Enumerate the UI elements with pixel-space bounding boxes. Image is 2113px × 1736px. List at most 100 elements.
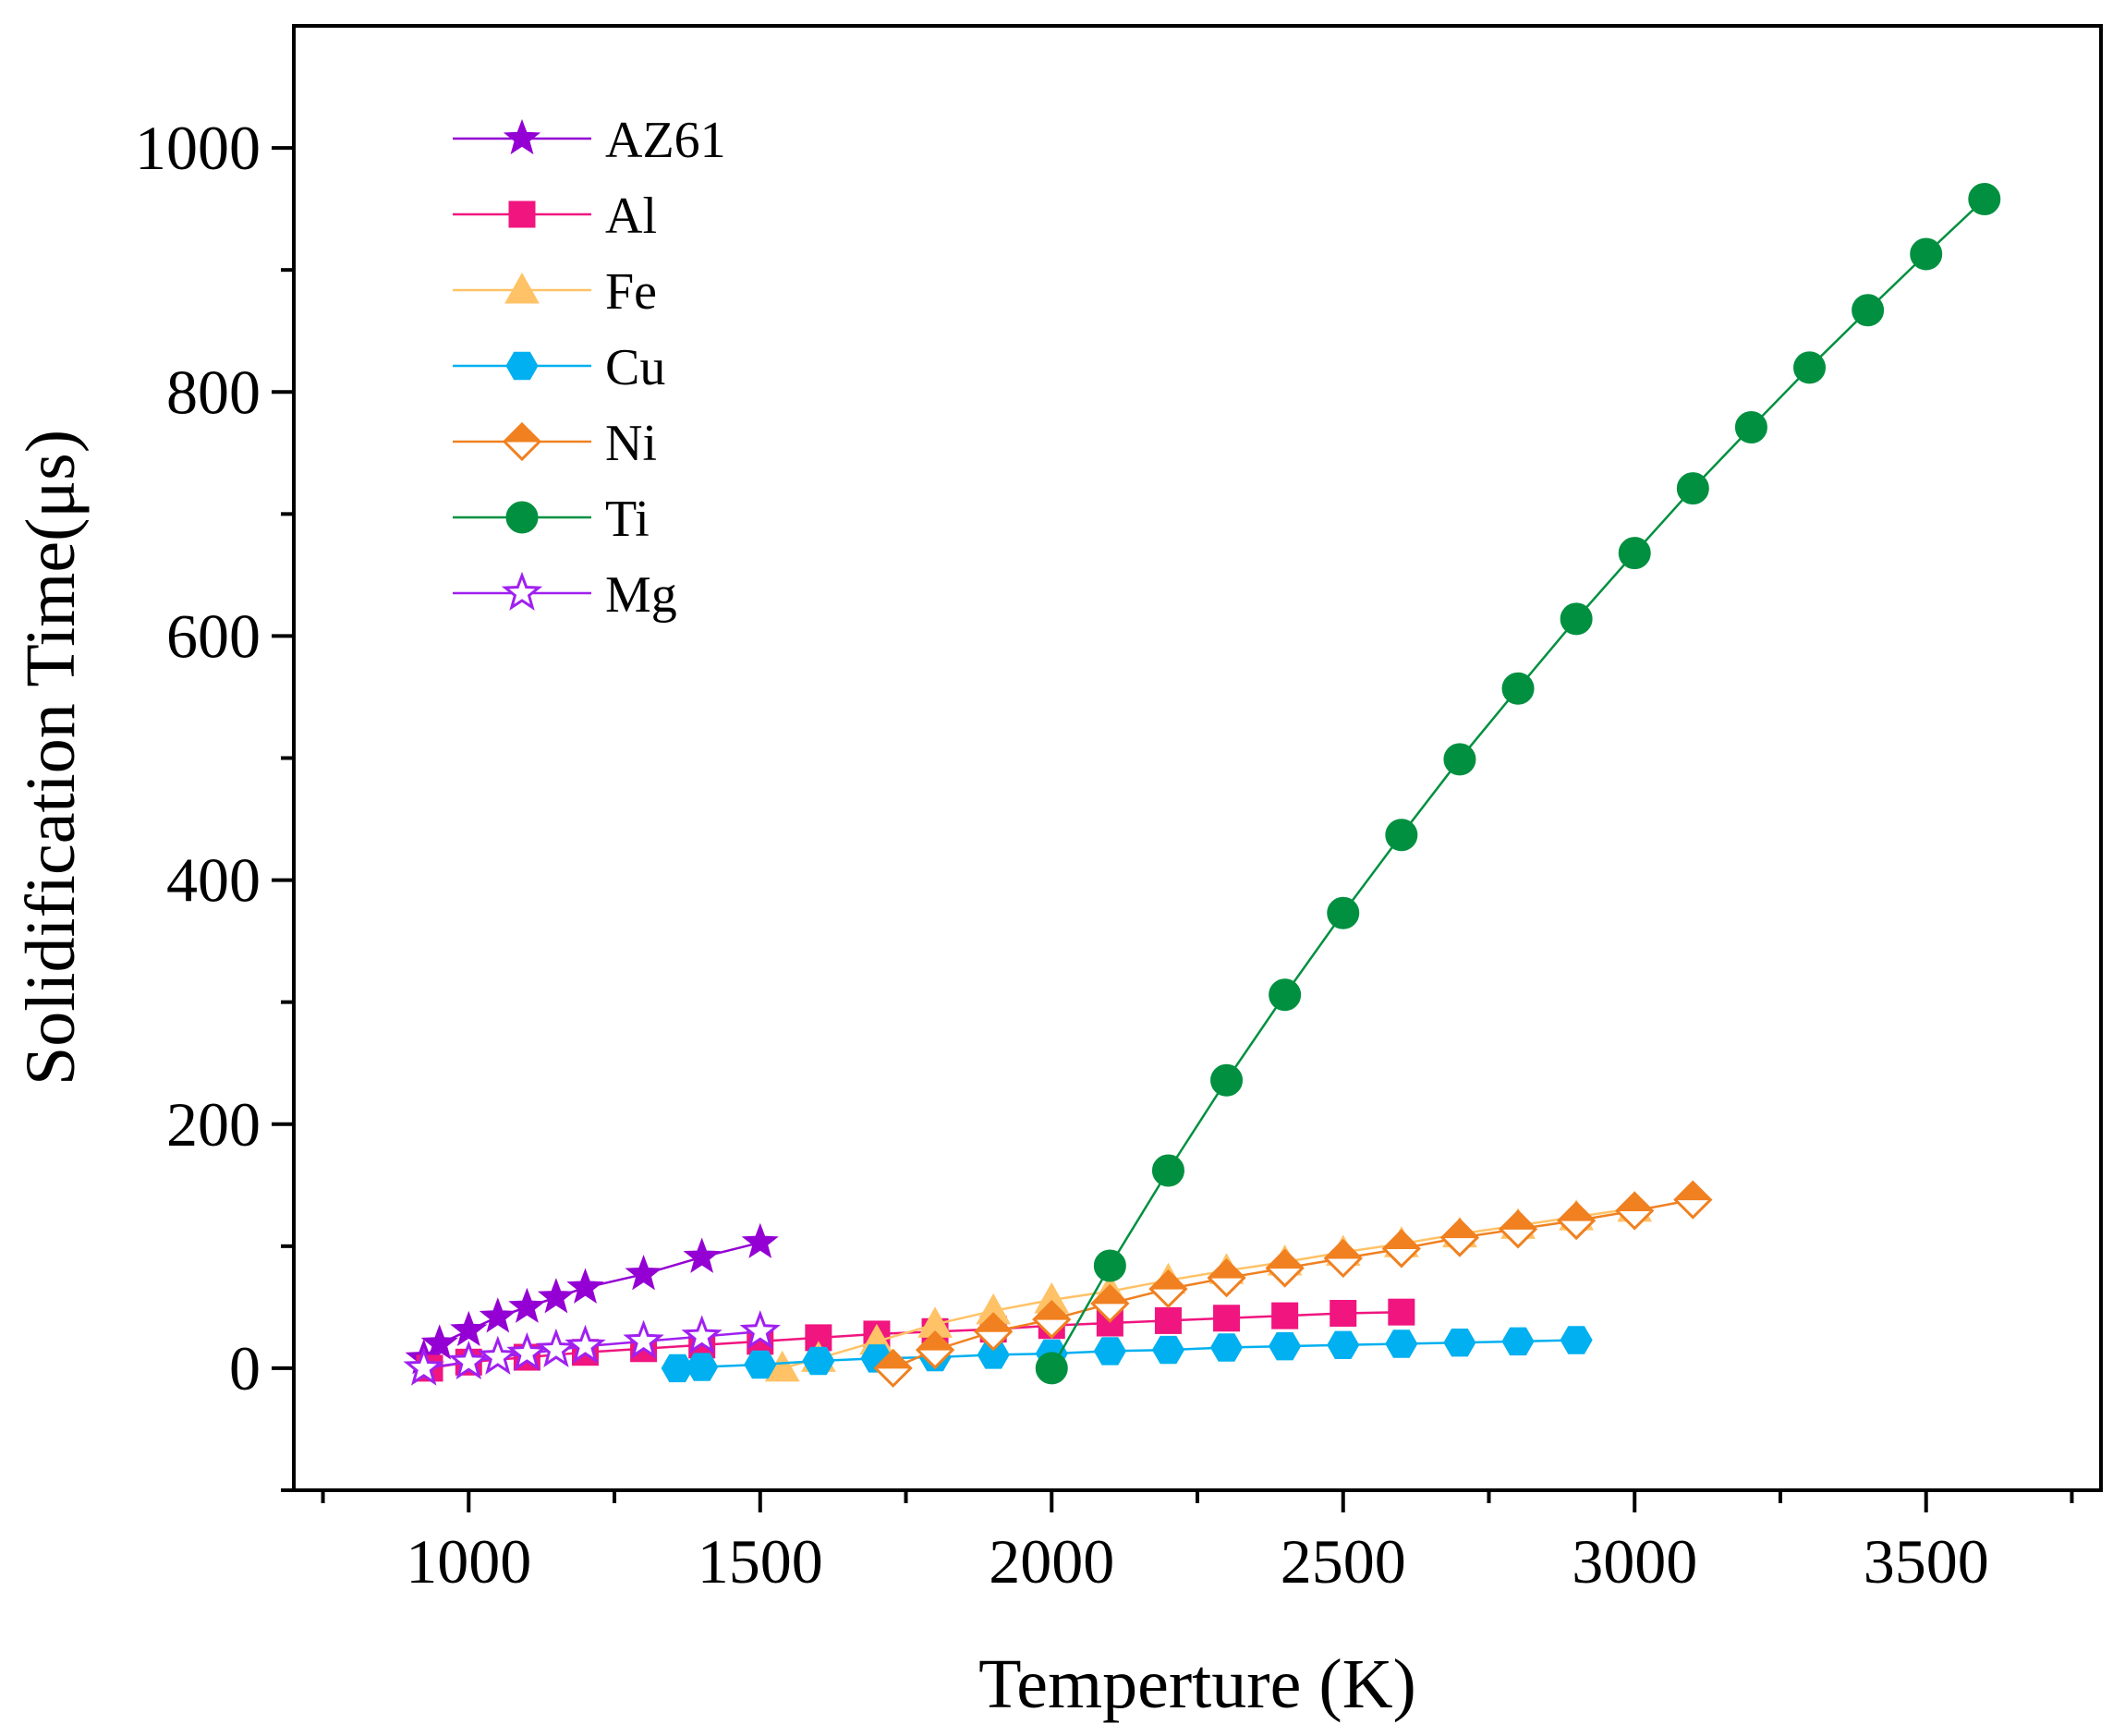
data-point-ti bbox=[1852, 294, 1885, 327]
data-point-cu bbox=[1151, 1335, 1185, 1365]
legend-marker-fe bbox=[504, 272, 540, 304]
legend-item-ni: Ni bbox=[453, 415, 657, 472]
data-point-ti bbox=[1327, 896, 1360, 929]
data-point-ti bbox=[1734, 411, 1767, 444]
series-cu bbox=[661, 1326, 1593, 1383]
x-tick-label: 3500 bbox=[1864, 1526, 1989, 1596]
marker-fill bbox=[1208, 1259, 1245, 1279]
y-tick-label: 600 bbox=[166, 601, 261, 671]
data-point-ti bbox=[1093, 1249, 1126, 1282]
data-point-al bbox=[1388, 1298, 1415, 1326]
data-point-cu bbox=[661, 1354, 694, 1383]
data-point-ti bbox=[1910, 237, 1943, 271]
data-point-az61 bbox=[450, 1310, 488, 1347]
data-point-az61 bbox=[566, 1268, 604, 1304]
data-point-mg bbox=[506, 1331, 548, 1371]
series-line-fe bbox=[782, 1207, 1635, 1370]
legend-label: Al bbox=[605, 188, 657, 245]
data-point-cu bbox=[1327, 1330, 1360, 1359]
series-ti bbox=[1035, 183, 2001, 1385]
data-point-ni bbox=[1557, 1200, 1597, 1241]
data-point-al bbox=[1213, 1305, 1241, 1332]
data-point-ti bbox=[1151, 1154, 1184, 1187]
plot-frame bbox=[292, 24, 2103, 1492]
data-point-mg bbox=[448, 1341, 490, 1380]
data-point-cu bbox=[1093, 1337, 1126, 1366]
data-point-al bbox=[1330, 1299, 1357, 1327]
y-axis-label: Solidification Time(μs) bbox=[12, 430, 90, 1086]
data-point-ti bbox=[1676, 472, 1709, 505]
data-point-mg bbox=[477, 1335, 518, 1375]
data-point-mg bbox=[535, 1328, 577, 1367]
x-tick-label: 2000 bbox=[989, 1526, 1114, 1596]
data-point-cu bbox=[802, 1346, 835, 1376]
data-point-mg bbox=[623, 1319, 664, 1359]
data-point-ni bbox=[1498, 1209, 1538, 1249]
data-point-az61 bbox=[508, 1287, 546, 1323]
series-layer bbox=[403, 183, 2001, 1389]
data-point-ni bbox=[915, 1329, 955, 1370]
legend-item-az61: AZ61 bbox=[453, 112, 726, 169]
legend-label: Fe bbox=[605, 263, 657, 321]
legend-marker-mg bbox=[501, 571, 543, 611]
data-point-mg bbox=[739, 1310, 781, 1350]
marker-fill bbox=[1557, 1202, 1596, 1221]
data-point-ti bbox=[1968, 183, 2001, 216]
data-point-az61 bbox=[741, 1222, 779, 1258]
data-point-ni bbox=[1090, 1283, 1130, 1324]
y-tick-label: 0 bbox=[229, 1333, 261, 1403]
marker-fill bbox=[1616, 1192, 1654, 1212]
data-point-cu bbox=[686, 1353, 719, 1381]
legend-item-cu: Cu bbox=[453, 339, 665, 396]
data-point-ni bbox=[1439, 1218, 1480, 1257]
data-point-al bbox=[1271, 1302, 1299, 1329]
marker-fill bbox=[1382, 1230, 1421, 1249]
series-mg bbox=[403, 1310, 781, 1386]
axes-layer: 1000 1500 2000 2500 3000 3500 0 200 400 600 800 100… bbox=[135, 113, 2074, 1596]
x-axis-label: Temperture (K) bbox=[978, 1645, 1416, 1723]
data-point-ti bbox=[1035, 1352, 1068, 1385]
data-point-ni bbox=[1207, 1258, 1246, 1298]
data-point-cu bbox=[744, 1350, 777, 1379]
marker-fill bbox=[503, 423, 541, 443]
data-point-cu bbox=[1209, 1333, 1244, 1362]
data-point-cu bbox=[1385, 1329, 1418, 1358]
data-point-ni bbox=[1673, 1180, 1713, 1220]
data-point-ti bbox=[1443, 743, 1476, 776]
data-point-ni bbox=[1381, 1229, 1421, 1269]
data-point-mg bbox=[403, 1346, 444, 1386]
legend-item-ti: Ti bbox=[453, 491, 650, 548]
series-line-ti bbox=[1050, 198, 1985, 1369]
data-point-az61 bbox=[683, 1237, 721, 1273]
legend-label: Mg bbox=[605, 566, 677, 624]
legend-item-mg: Mg bbox=[453, 566, 677, 624]
data-point-cu bbox=[1560, 1326, 1593, 1354]
marker-fill bbox=[1266, 1249, 1304, 1269]
series-ni bbox=[873, 1180, 1713, 1389]
legend-item-fe: Fe bbox=[453, 263, 657, 321]
marker-fill bbox=[1033, 1301, 1071, 1320]
marker-fill bbox=[1499, 1210, 1537, 1230]
marker-fill bbox=[1149, 1270, 1187, 1290]
legend: AZ61 Al Fe Cu Ni Ti Mg bbox=[453, 112, 726, 624]
legend-marker-cu bbox=[505, 351, 539, 381]
data-point-mg bbox=[565, 1324, 606, 1364]
marker-fill bbox=[874, 1350, 912, 1369]
data-point-mg bbox=[681, 1315, 723, 1354]
data-point-az61 bbox=[625, 1255, 662, 1291]
legend-label: Cu bbox=[605, 339, 665, 396]
x-tick-label: 1000 bbox=[406, 1526, 531, 1596]
y-tick-label: 1000 bbox=[135, 113, 261, 183]
x-tick-label: 3000 bbox=[1572, 1526, 1697, 1596]
y-tick-label: 400 bbox=[166, 845, 261, 916]
legend-marker-ti bbox=[505, 501, 539, 534]
data-point-al bbox=[1154, 1306, 1182, 1334]
data-point-cu bbox=[1501, 1327, 1535, 1356]
legend-label: Ni bbox=[605, 415, 657, 472]
marker-fill bbox=[1440, 1219, 1479, 1239]
legend-label: AZ61 bbox=[605, 112, 726, 169]
legend-marker-ni bbox=[502, 421, 542, 462]
data-point-ti bbox=[1385, 819, 1418, 852]
marker-fill bbox=[916, 1331, 954, 1351]
marker-fill bbox=[1091, 1285, 1129, 1305]
